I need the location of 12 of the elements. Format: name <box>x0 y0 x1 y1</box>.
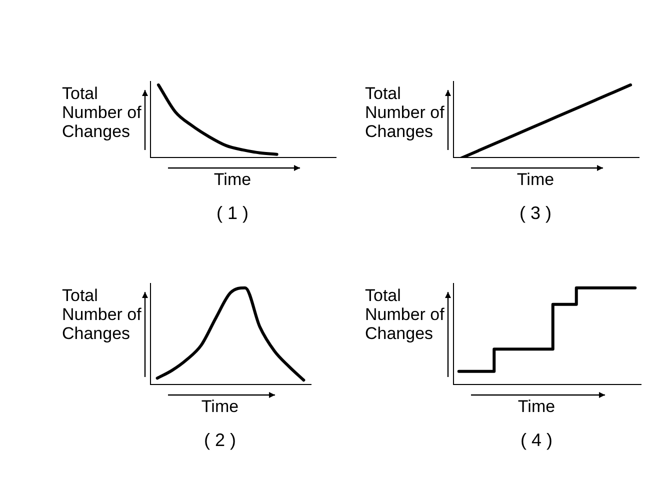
x-axis-title: Time <box>516 170 556 190</box>
y-axis-title: Total Number of Changes <box>365 84 446 141</box>
x-axis-title: Time <box>212 170 252 190</box>
text: ( 4 ) <box>519 430 554 451</box>
x-axis-title: Time <box>516 397 556 417</box>
text: ( 1 ) <box>215 203 250 224</box>
y-axis-title: Total Number of Changes <box>365 286 446 343</box>
x-axis-title: Time <box>200 397 240 417</box>
text: ( 3 ) <box>518 203 552 224</box>
y-axis-title: Total Number of Changes <box>62 84 142 141</box>
y-axis-title: Total Number of Changes <box>62 286 142 343</box>
text: ( 2 ) <box>202 430 237 451</box>
